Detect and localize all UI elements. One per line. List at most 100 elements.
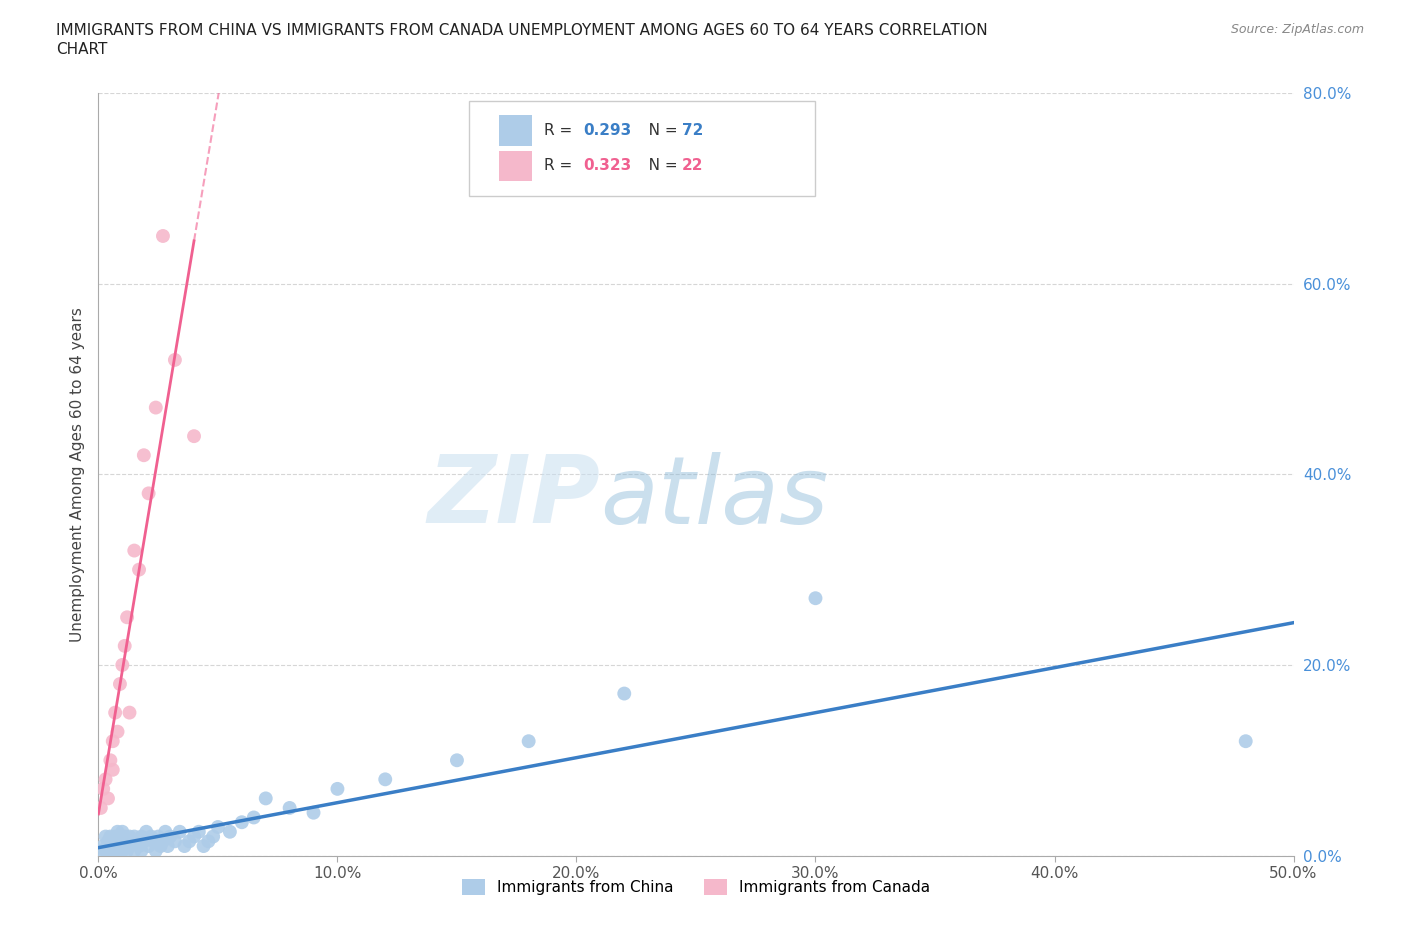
Point bbox=[131, 844, 153, 858]
Point bbox=[118, 839, 141, 854]
Point bbox=[90, 844, 112, 858]
Point bbox=[207, 819, 229, 834]
Point bbox=[101, 839, 124, 854]
Text: CHART: CHART bbox=[56, 42, 108, 57]
Point bbox=[91, 839, 114, 854]
Point bbox=[149, 839, 172, 854]
Text: ZIP: ZIP bbox=[427, 451, 600, 543]
Point bbox=[97, 790, 120, 805]
Point bbox=[107, 844, 129, 858]
Point bbox=[128, 562, 150, 577]
Point bbox=[159, 830, 181, 844]
Point bbox=[278, 801, 301, 816]
Point bbox=[139, 830, 162, 844]
Point bbox=[111, 824, 134, 839]
Point bbox=[108, 677, 131, 692]
Text: Source: ZipAtlas.com: Source: ZipAtlas.com bbox=[1230, 23, 1364, 36]
Point bbox=[197, 834, 219, 849]
Point bbox=[152, 229, 174, 244]
Point bbox=[111, 658, 134, 672]
Point bbox=[326, 781, 349, 796]
Point bbox=[142, 834, 165, 849]
Point bbox=[111, 834, 134, 849]
Point bbox=[231, 815, 253, 830]
Point bbox=[125, 834, 148, 849]
Point bbox=[94, 844, 117, 858]
Point bbox=[107, 724, 129, 739]
Point bbox=[104, 839, 127, 854]
Point bbox=[202, 830, 225, 844]
Point bbox=[108, 830, 131, 844]
Point bbox=[98, 753, 122, 768]
Text: IMMIGRANTS FROM CHINA VS IMMIGRANTS FROM CANADA UNEMPLOYMENT AMONG AGES 60 TO 64: IMMIGRANTS FROM CHINA VS IMMIGRANTS FROM… bbox=[56, 23, 988, 38]
Point bbox=[193, 839, 215, 854]
Point bbox=[173, 839, 195, 854]
Point bbox=[91, 781, 114, 796]
Point bbox=[156, 839, 179, 854]
Point bbox=[219, 824, 242, 839]
Text: atlas: atlas bbox=[600, 452, 828, 543]
Point bbox=[107, 839, 129, 854]
Point bbox=[104, 844, 127, 858]
Point bbox=[114, 639, 136, 654]
Point bbox=[114, 839, 136, 854]
Point bbox=[97, 839, 120, 854]
Point bbox=[104, 830, 127, 844]
Point bbox=[124, 844, 146, 858]
Point bbox=[101, 763, 124, 777]
Point bbox=[138, 839, 160, 854]
Text: N =: N = bbox=[634, 123, 682, 139]
Point bbox=[124, 543, 146, 558]
Point bbox=[145, 400, 167, 415]
Point bbox=[131, 830, 153, 844]
Point bbox=[98, 844, 122, 858]
Point bbox=[118, 830, 141, 844]
Text: 0.293: 0.293 bbox=[583, 123, 631, 139]
Point bbox=[152, 834, 174, 849]
Point bbox=[90, 801, 112, 816]
Point bbox=[94, 830, 117, 844]
Point bbox=[155, 824, 177, 839]
Text: 72: 72 bbox=[682, 123, 703, 139]
Point bbox=[104, 705, 127, 720]
Point bbox=[111, 844, 134, 858]
Point bbox=[148, 830, 170, 844]
Point bbox=[115, 834, 138, 849]
Point bbox=[163, 834, 186, 849]
Point bbox=[1234, 734, 1257, 749]
Point bbox=[97, 834, 120, 849]
Point bbox=[114, 830, 136, 844]
Point bbox=[183, 830, 205, 844]
Point bbox=[94, 772, 117, 787]
Point bbox=[132, 834, 155, 849]
Legend: Immigrants from China, Immigrants from Canada: Immigrants from China, Immigrants from C… bbox=[456, 873, 936, 901]
Point bbox=[179, 834, 201, 849]
Point bbox=[98, 830, 122, 844]
Point bbox=[128, 839, 150, 854]
Bar bbox=[499, 151, 533, 181]
Bar bbox=[499, 115, 533, 146]
Point bbox=[163, 352, 186, 367]
Point bbox=[121, 834, 143, 849]
Point bbox=[446, 753, 468, 768]
Point bbox=[183, 429, 205, 444]
Point bbox=[187, 824, 209, 839]
Point bbox=[115, 610, 138, 625]
Text: R =: R = bbox=[544, 158, 578, 173]
Text: 0.323: 0.323 bbox=[583, 158, 631, 173]
Point bbox=[169, 824, 191, 839]
Point bbox=[145, 844, 167, 858]
Y-axis label: Unemployment Among Ages 60 to 64 years: Unemployment Among Ages 60 to 64 years bbox=[69, 307, 84, 642]
FancyBboxPatch shape bbox=[470, 100, 815, 196]
Text: 22: 22 bbox=[682, 158, 703, 173]
Point bbox=[101, 834, 124, 849]
Text: R =: R = bbox=[544, 123, 578, 139]
Point bbox=[115, 844, 138, 858]
Point bbox=[101, 734, 124, 749]
Point bbox=[97, 844, 120, 858]
Point bbox=[108, 839, 131, 854]
Point bbox=[107, 824, 129, 839]
Point bbox=[613, 686, 636, 701]
Point bbox=[118, 705, 141, 720]
Text: N =: N = bbox=[634, 158, 682, 173]
